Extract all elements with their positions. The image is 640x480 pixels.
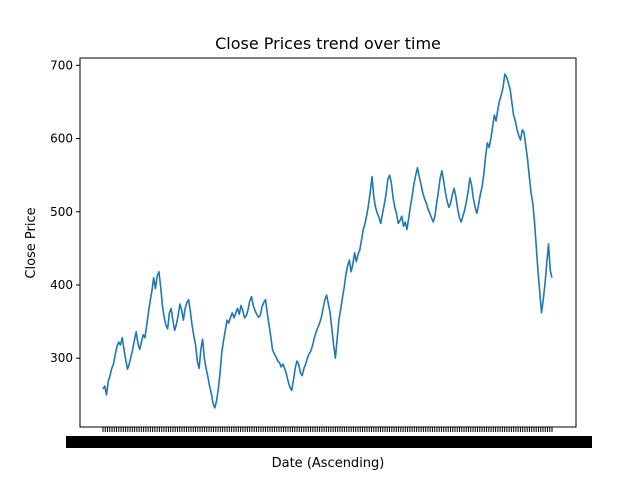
series-line-close-price xyxy=(102,73,553,409)
y-axis-label: Close Price xyxy=(24,207,39,278)
y-tick-label: 400 xyxy=(50,278,73,292)
x-axis-ticks xyxy=(66,427,592,448)
y-tick-label: 300 xyxy=(50,351,73,365)
y-tick-label: 700 xyxy=(50,58,73,72)
y-axis-ticks: 300 400 500 600 700 xyxy=(50,58,80,365)
x-axis-label: Date (Ascending) xyxy=(272,456,385,471)
x-tick-labels-overlap xyxy=(66,436,592,448)
y-tick-label: 500 xyxy=(50,205,73,219)
plot-area-frame xyxy=(79,57,577,428)
y-tick-label: 600 xyxy=(50,132,73,146)
chart-title: Close Prices trend over time xyxy=(215,34,441,53)
